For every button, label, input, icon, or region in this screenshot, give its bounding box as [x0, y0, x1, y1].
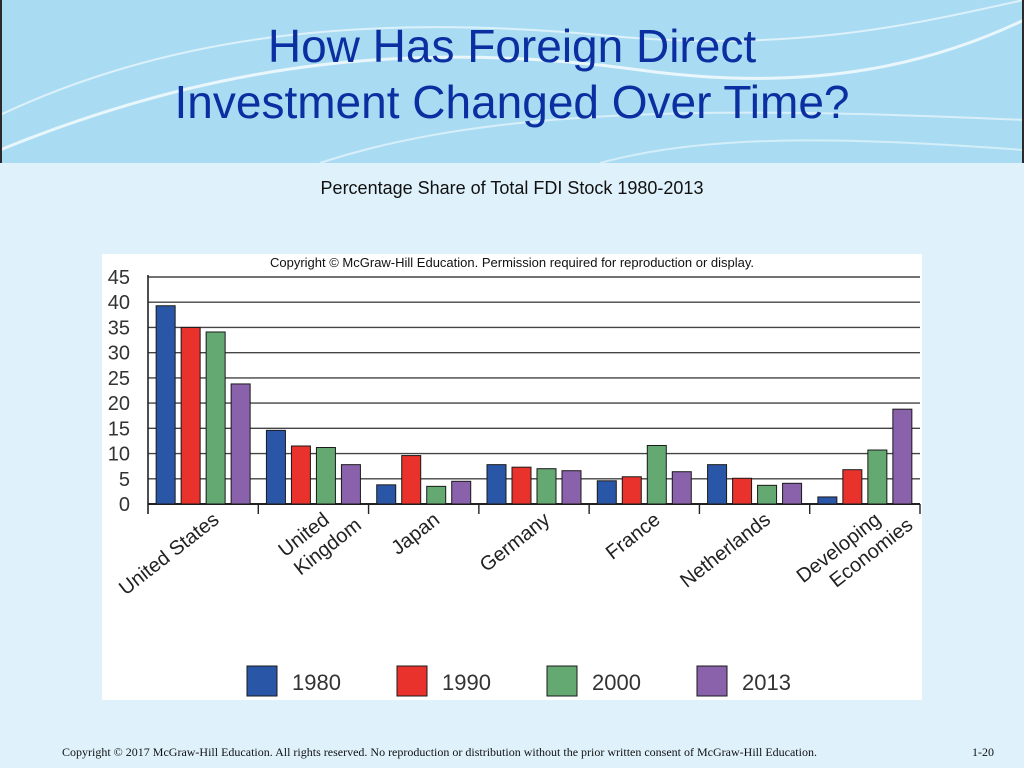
bar	[401, 455, 422, 505]
x-category-label: UnitedKingdom	[275, 495, 366, 580]
right-border	[1022, 0, 1024, 163]
left-border	[0, 0, 2, 163]
bar	[315, 447, 336, 505]
bar	[536, 468, 557, 505]
bar	[596, 480, 617, 505]
bar	[376, 484, 397, 505]
y-tick-label: 35	[108, 317, 130, 339]
y-tick-label: 25	[108, 368, 130, 390]
bar	[205, 331, 226, 505]
footer-copyright: Copyright © 2017 McGraw-Hill Education. …	[62, 745, 817, 759]
y-tick-label: 30	[108, 343, 130, 365]
bar	[707, 464, 728, 505]
legend-swatch	[396, 665, 428, 697]
legend-label: 2013	[742, 670, 791, 695]
bar	[621, 476, 642, 505]
y-tick-label: 45	[108, 267, 130, 289]
x-category-label: United States	[115, 509, 223, 600]
chart-panel: Copyright © McGraw-Hill Education. Permi…	[102, 254, 922, 700]
bar	[646, 444, 667, 505]
y-tick-label: 10	[108, 444, 130, 466]
bar	[671, 471, 692, 505]
bar	[180, 326, 201, 505]
legend-swatch	[696, 665, 728, 697]
x-category-label: Japan	[387, 509, 443, 560]
header-banner: How Has Foreign Direct Investment Change…	[0, 0, 1024, 163]
bar	[290, 445, 311, 505]
x-category-label: Germany	[476, 509, 554, 577]
legend-swatch	[246, 665, 278, 697]
bar	[340, 464, 361, 505]
y-tick-label: 20	[108, 393, 130, 415]
y-tick-label: 15	[108, 418, 130, 440]
bar	[842, 469, 863, 505]
bar	[561, 470, 582, 505]
slide-title: How Has Foreign Direct Investment Change…	[174, 20, 850, 128]
bar	[892, 408, 913, 505]
bar	[426, 485, 447, 505]
y-tick-label: 40	[108, 292, 130, 314]
bar	[757, 484, 778, 505]
x-category-label: DevelopingEconomies	[793, 495, 918, 606]
y-tick-label: 5	[119, 469, 130, 491]
bar	[867, 449, 888, 505]
legend-label: 1990	[442, 670, 491, 695]
legend-label: 2000	[592, 670, 641, 695]
bar	[817, 496, 838, 505]
bar	[486, 464, 507, 505]
chart-subtitle: Percentage Share of Total FDI Stock 1980…	[320, 178, 704, 198]
bar	[782, 482, 803, 505]
x-category-label: France	[602, 509, 665, 565]
bar	[732, 477, 753, 505]
bar	[265, 429, 286, 505]
x-category-label: Netherlands	[676, 509, 775, 593]
fdi-bar-chart: Copyright © McGraw-Hill Education. Permi…	[108, 255, 921, 697]
bar	[155, 305, 176, 505]
chart-copyright-notice: Copyright © McGraw-Hill Education. Permi…	[270, 255, 754, 270]
bar	[451, 480, 472, 505]
y-tick-label: 0	[119, 494, 130, 516]
legend-label: 1980	[292, 670, 341, 695]
header-swoosh-decoration	[0, 0, 1024, 163]
bar	[230, 383, 251, 505]
legend-swatch	[546, 665, 578, 697]
page-number: 1-20	[972, 745, 994, 759]
bar	[511, 466, 532, 505]
